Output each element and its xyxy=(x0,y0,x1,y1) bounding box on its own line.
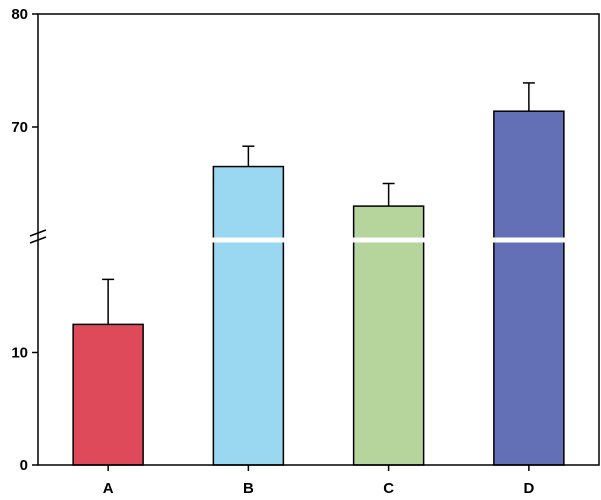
bar-b xyxy=(212,165,285,466)
bar-break-markers xyxy=(211,237,566,243)
bar-a xyxy=(72,323,144,466)
x-tick-label-c: C xyxy=(383,480,394,497)
bar-d xyxy=(493,110,565,466)
axes xyxy=(29,13,600,466)
bars-layer xyxy=(72,82,565,466)
bar-break-gap-b xyxy=(211,237,286,243)
bar-break-gap-c xyxy=(351,237,426,243)
y-ticks: 0 10 70 80 xyxy=(11,6,38,474)
bar-c xyxy=(352,205,425,466)
axis-break-mark-lower xyxy=(29,236,47,244)
y-tick-label-80: 80 xyxy=(11,6,28,23)
x-ticks: A B C D xyxy=(103,465,534,497)
x-tick-label-d: D xyxy=(523,480,534,497)
x-tick-label-a: A xyxy=(103,480,114,497)
y-tick-label-0: 0 xyxy=(20,457,28,474)
x-tick-label-b: B xyxy=(243,480,254,497)
bar-break-gap-d xyxy=(491,237,566,243)
y-tick-label-10: 10 xyxy=(11,345,28,362)
axis-break-mark-upper xyxy=(29,229,47,237)
y-tick-label-70: 70 xyxy=(11,119,28,136)
